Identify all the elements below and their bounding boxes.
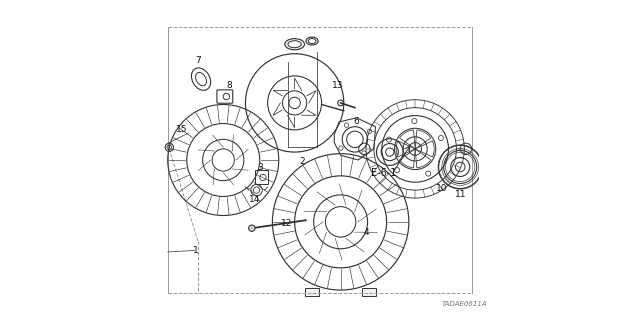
Text: E-6-1: E-6-1 — [371, 168, 396, 178]
Text: 11: 11 — [454, 190, 466, 199]
Text: 15: 15 — [176, 125, 188, 134]
Text: 3: 3 — [257, 164, 262, 172]
Text: 13: 13 — [332, 81, 343, 90]
Text: 8: 8 — [227, 81, 232, 90]
Text: 12: 12 — [281, 219, 292, 228]
Text: 2: 2 — [300, 157, 305, 166]
Text: 4: 4 — [363, 228, 369, 237]
Circle shape — [248, 225, 255, 231]
FancyBboxPatch shape — [305, 288, 319, 296]
FancyBboxPatch shape — [362, 288, 376, 296]
Text: 14: 14 — [250, 195, 260, 204]
Text: 7: 7 — [195, 56, 201, 65]
Text: 1: 1 — [193, 246, 199, 255]
Text: TADAE0611A: TADAE0611A — [442, 301, 487, 307]
Text: 6: 6 — [354, 117, 359, 126]
Text: 10: 10 — [436, 184, 448, 193]
